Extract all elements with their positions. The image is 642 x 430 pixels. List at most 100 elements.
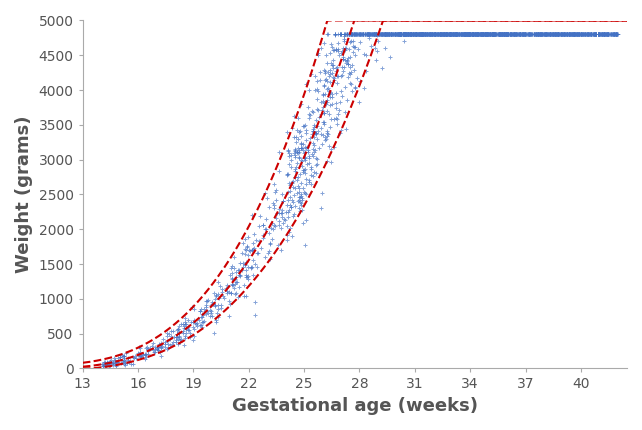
Point <box>539 31 549 38</box>
Point <box>464 31 474 38</box>
Point <box>470 31 480 38</box>
Point <box>293 183 303 190</box>
Point <box>471 31 482 38</box>
Point <box>468 31 478 38</box>
Point <box>525 31 535 38</box>
Point <box>535 31 546 38</box>
Point <box>444 31 455 38</box>
Point <box>510 31 520 38</box>
Point <box>297 146 308 153</box>
Point <box>234 272 244 279</box>
Point <box>555 31 566 38</box>
Point <box>609 31 619 38</box>
Point <box>555 31 566 38</box>
Point <box>543 31 553 38</box>
Point <box>468 31 478 38</box>
Point <box>478 31 488 38</box>
Point <box>428 31 438 38</box>
Point <box>498 31 508 38</box>
Point <box>98 363 108 370</box>
Point <box>342 58 352 64</box>
Point <box>195 322 205 329</box>
Point <box>460 31 470 38</box>
Point <box>370 31 381 38</box>
Point <box>209 290 219 297</box>
Point <box>340 45 350 52</box>
Point <box>452 31 462 38</box>
Point <box>533 31 543 38</box>
Point <box>363 31 373 38</box>
Point <box>389 31 399 38</box>
Point <box>421 31 431 38</box>
Point <box>191 319 202 326</box>
Point <box>101 360 112 367</box>
Point <box>562 31 573 38</box>
Point <box>596 31 606 38</box>
Point <box>413 31 424 38</box>
Point <box>488 31 498 38</box>
Point <box>489 31 499 38</box>
Point <box>313 52 324 58</box>
Point <box>286 164 296 171</box>
Point <box>126 360 137 367</box>
Point <box>370 31 380 38</box>
Point <box>583 31 593 38</box>
Point <box>322 127 333 134</box>
Point <box>501 31 512 38</box>
Point <box>107 360 117 367</box>
Point <box>489 31 499 38</box>
Point <box>437 31 447 38</box>
Point <box>424 31 434 38</box>
Point <box>519 31 530 38</box>
Point <box>593 31 603 38</box>
Point <box>141 351 151 358</box>
Point <box>347 31 357 38</box>
Point <box>346 31 356 38</box>
Point <box>553 31 563 38</box>
Point <box>476 31 486 38</box>
Point <box>509 31 519 38</box>
Point <box>311 156 322 163</box>
Point <box>180 321 191 328</box>
Point <box>530 31 541 38</box>
Point <box>264 247 274 254</box>
Point <box>569 31 579 38</box>
Point <box>350 31 360 38</box>
Point <box>501 31 512 38</box>
Point <box>420 31 430 38</box>
Point <box>306 71 317 78</box>
Point <box>501 31 512 38</box>
Point <box>478 31 488 38</box>
Point <box>273 222 284 229</box>
Point <box>591 31 601 38</box>
Point <box>573 31 583 38</box>
Point <box>404 31 414 38</box>
Point <box>558 31 568 38</box>
Point <box>116 359 126 366</box>
Point <box>368 31 378 38</box>
Point <box>319 118 329 125</box>
Point <box>243 263 253 270</box>
Point <box>128 353 138 360</box>
Point <box>397 31 408 38</box>
Point <box>461 31 471 38</box>
Point <box>395 31 405 38</box>
Point <box>523 31 533 38</box>
Point <box>441 31 451 38</box>
Point <box>155 344 166 351</box>
Point <box>354 31 364 38</box>
Point <box>410 31 420 38</box>
Point <box>473 31 483 38</box>
Point <box>230 276 240 283</box>
Point <box>279 216 289 223</box>
Point <box>392 31 403 38</box>
Point <box>412 31 422 38</box>
Point <box>524 31 534 38</box>
Point <box>323 85 333 92</box>
Point <box>589 31 599 38</box>
Point <box>469 31 480 38</box>
Point <box>124 358 134 365</box>
Point <box>348 31 358 38</box>
Point <box>464 31 474 38</box>
Point <box>494 31 505 38</box>
